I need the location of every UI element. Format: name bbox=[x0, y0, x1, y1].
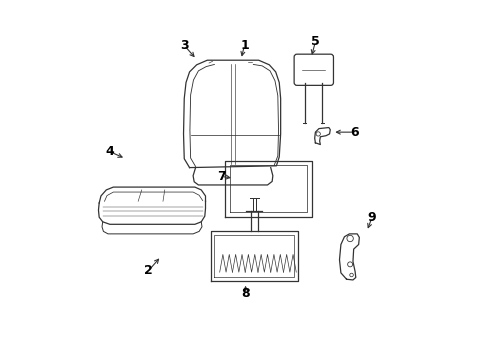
Text: 1: 1 bbox=[240, 39, 248, 52]
Text: 6: 6 bbox=[349, 126, 358, 139]
Text: 5: 5 bbox=[310, 35, 319, 48]
Text: 4: 4 bbox=[105, 145, 114, 158]
Text: 2: 2 bbox=[144, 264, 153, 277]
Text: 8: 8 bbox=[241, 287, 249, 300]
Text: 7: 7 bbox=[217, 170, 225, 183]
Text: 9: 9 bbox=[367, 211, 376, 224]
Text: 3: 3 bbox=[180, 39, 188, 52]
